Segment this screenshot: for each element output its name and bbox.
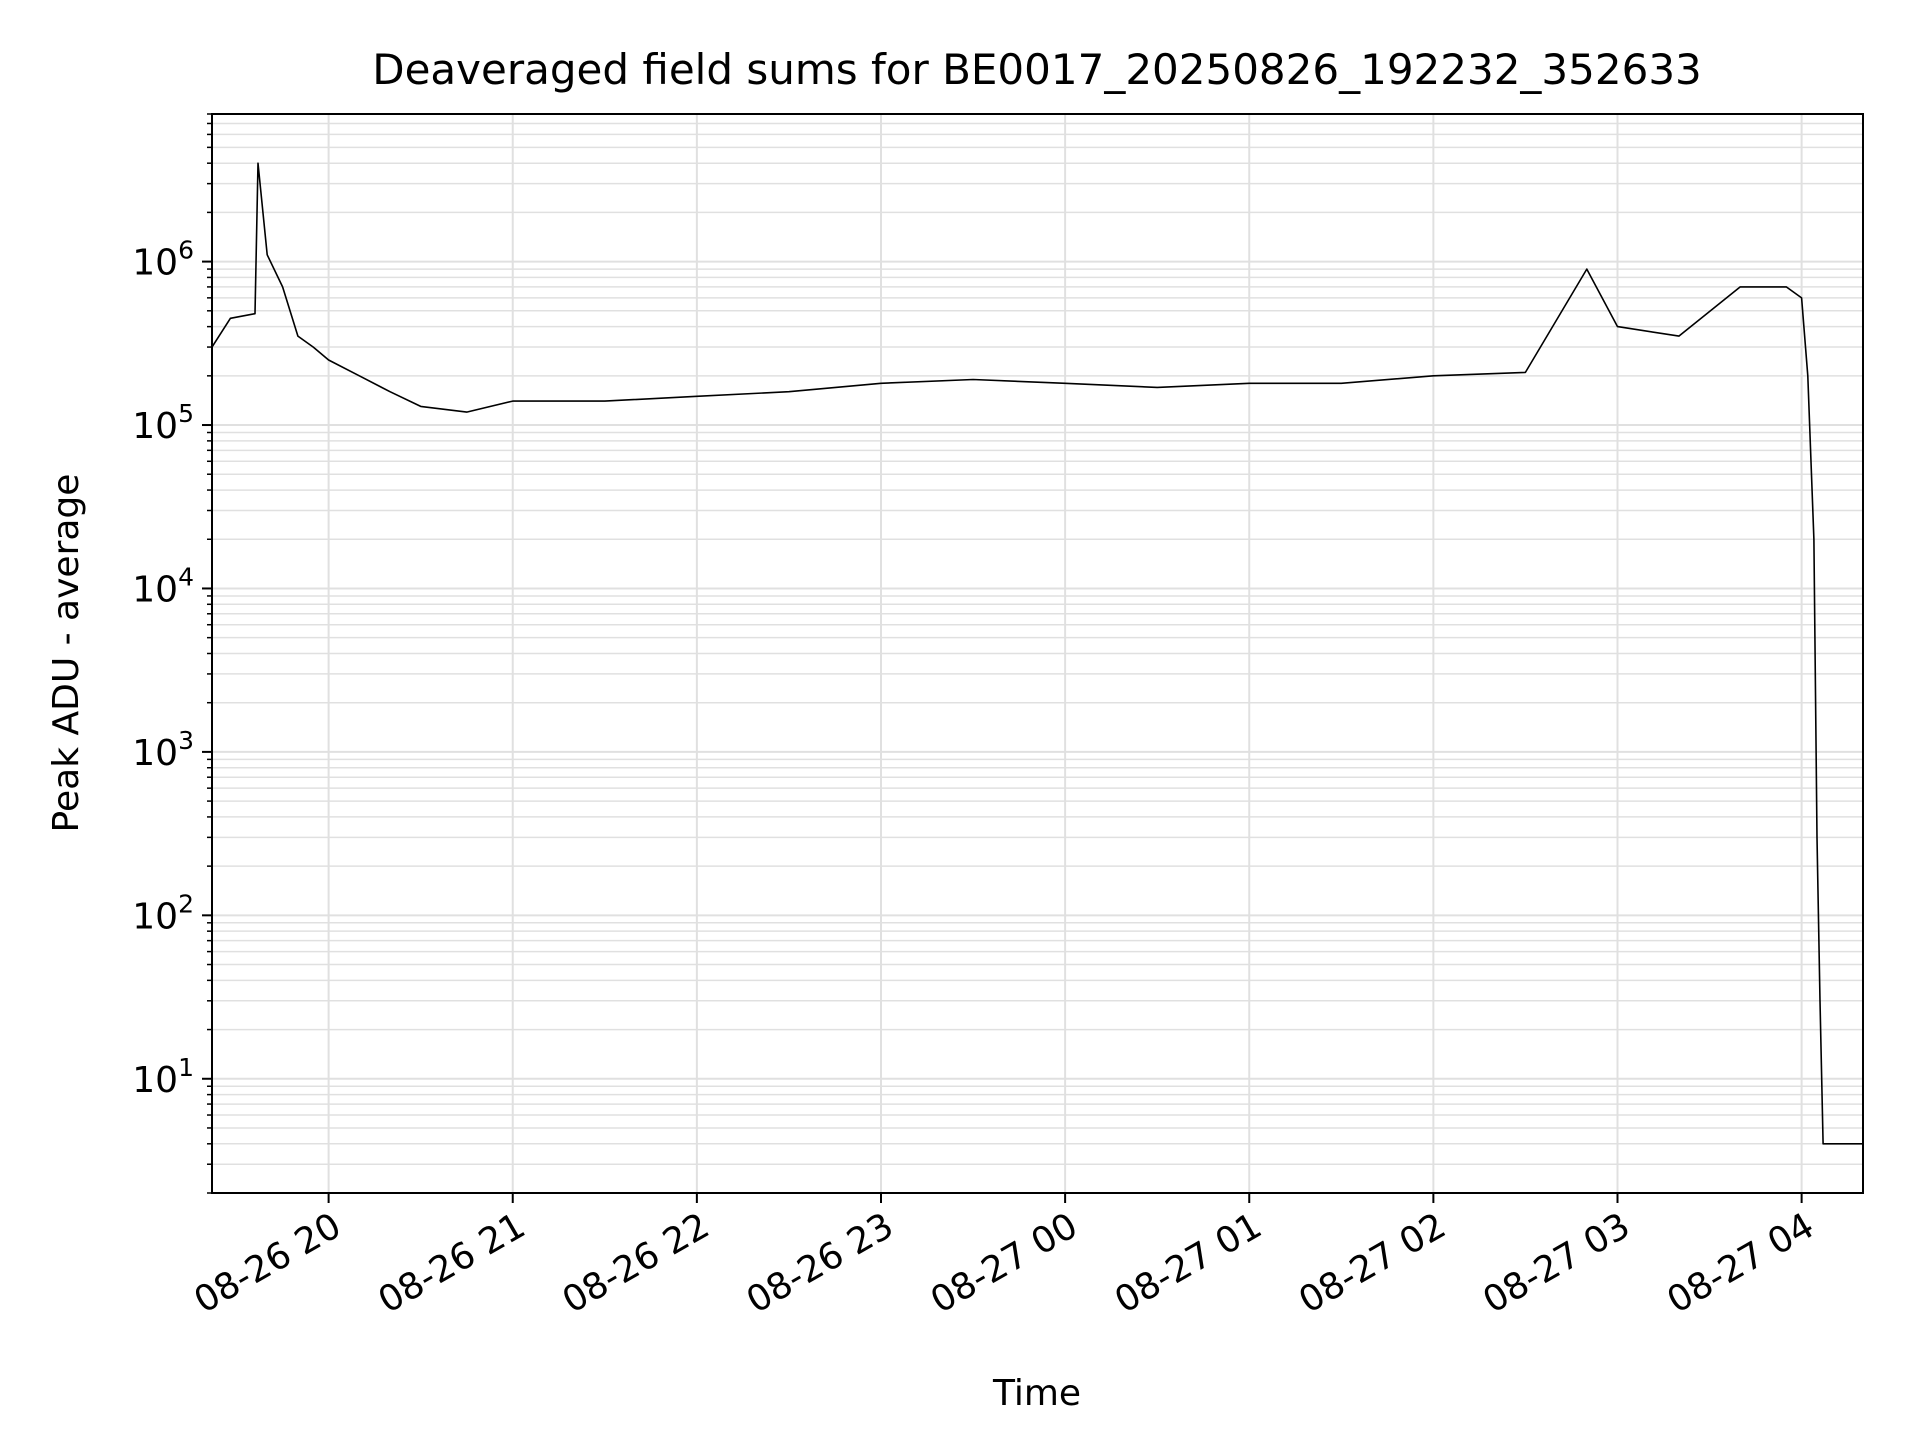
y-tick-label: 104	[132, 562, 194, 610]
y-tick-label: 103	[132, 726, 194, 774]
data-series-line	[211, 162, 1863, 1145]
chart-title: Deaveraged field sums for BE0017_2025082…	[372, 45, 1702, 94]
plot-area	[211, 162, 1863, 1145]
y-tick-label: 105	[132, 399, 194, 447]
x-axis-label: Time	[992, 1373, 1081, 1414]
y-tick-label: 102	[132, 889, 194, 937]
y-axis-label: Peak ADU - average	[46, 474, 87, 833]
y-tick-label: 101	[132, 1053, 194, 1101]
y-tick-label: 106	[132, 236, 194, 284]
